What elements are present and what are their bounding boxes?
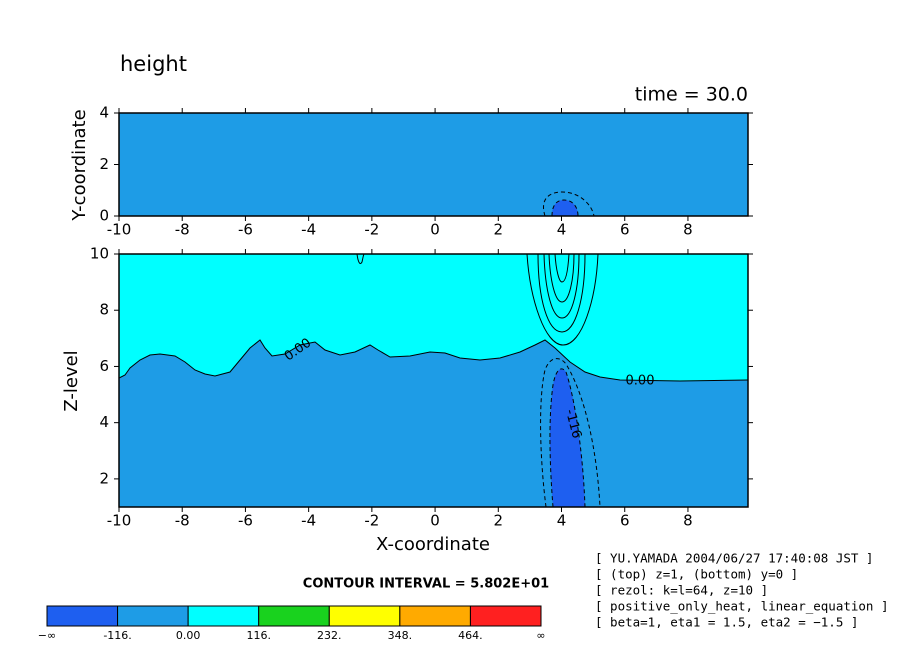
x-tick-label: 6 [620,512,630,530]
colorbar-box [469,605,542,627]
x-tick-label: 2 [494,512,504,530]
note: [ rezol: k=l=64, z=10 ] [595,583,768,598]
contour-line [356,254,365,265]
y-tick-label: 2 [99,469,109,487]
contour-line [540,358,601,507]
x-tick-label: -10 [107,512,132,530]
y-tick-label: 8 [99,301,109,319]
bottom-field [119,254,748,507]
contour-fill [554,254,570,283]
x-tick-label: 2 [494,221,504,239]
x-tick-label: -2 [364,512,379,530]
top-field [119,113,748,216]
colorbar-label: ∞ [536,629,545,642]
colorbar-label: −∞ [38,629,56,642]
colorbar-box [328,605,401,627]
colorbar-label: 116. [246,629,271,642]
title: height [120,52,187,76]
colorbar-label: 464. [458,629,483,642]
contour-line [551,199,579,216]
x-tick-label: 8 [683,512,693,530]
colorbar-label: -116. [103,629,131,642]
note: [ (top) z=1, (bottom) y=0 ] [595,567,798,582]
x-axis-label: X-coordinate [376,534,490,555]
x-tick-label: -4 [301,512,316,530]
notes: [ YU.YAMADA 2004/06/27 17:40:08 JST ][ (… [595,551,889,630]
x-tick-label: -8 [175,512,190,530]
x-tick-label: 8 [683,221,693,239]
colorbar-label: 0.00 [176,629,201,642]
colorbar-box [46,605,119,627]
x-tick-label: -10 [107,221,132,239]
contour-line [549,368,586,507]
y-axis-label: Y-coordinate [69,109,90,221]
note: [ beta=1, eta1 = 1.5, eta2 = −1.5 ] [595,615,858,630]
contour-label: 0.00 [626,374,655,389]
contour-line [526,254,599,346]
contour-line [543,191,595,216]
contour-fill [548,254,575,303]
colorbar-title: CONTOUR INTERVAL = 5.802E+01 [303,577,549,592]
x-tick-label: -6 [238,221,253,239]
colorbar-box [399,605,471,627]
y-tick-label: 0 [99,207,109,225]
x-tick-label: -6 [238,512,253,530]
x-tick-label: 4 [557,221,567,239]
y-axis-label: Z-level [61,350,82,411]
contour-fill [537,254,586,333]
contour-label: -116 [562,408,584,440]
contour-fill [552,200,578,216]
contour-fill [543,254,580,319]
contour-line [119,339,748,382]
x-tick-label: -4 [301,221,316,239]
colorbar-label: 348. [388,629,413,642]
colorbar-label: 232. [317,629,342,642]
y-tick-label: 6 [99,357,109,375]
y-tick-label: 10 [90,245,109,263]
x-tick-label: 4 [557,512,567,530]
y-tick-label: 4 [99,413,109,431]
colorbar-box [117,605,189,627]
plot-frame [118,253,749,508]
x-tick-label: 0 [430,221,440,239]
x-tick-label: 6 [620,221,630,239]
x-tick-label: -8 [175,221,190,239]
y-tick-label: 4 [99,104,109,122]
colorbar-box [187,605,260,627]
contour-fill [119,254,748,381]
x-tick-label: 0 [430,512,440,530]
x-tick-label: -2 [364,221,379,239]
contour-fill [119,113,748,216]
colorbar-box [258,605,330,627]
note: [ positive_only_heat, linear_equation ] [595,599,889,614]
contour-fill [549,368,585,507]
time-label: time = 30.0 [635,84,748,106]
y-tick-label: 2 [99,155,109,173]
note: [ YU.YAMADA 2004/06/27 17:40:08 JST ] [595,551,873,566]
